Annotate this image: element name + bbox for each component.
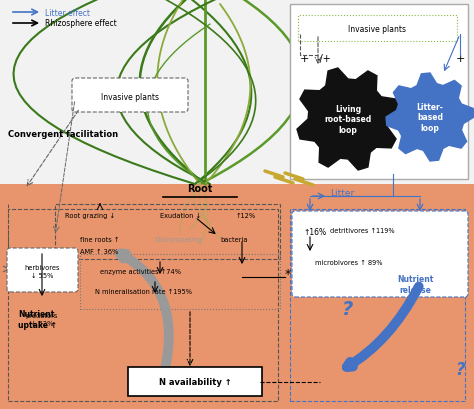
- FancyBboxPatch shape: [72, 79, 188, 113]
- Text: Living
root-based
loop: Living root-based loop: [324, 105, 372, 135]
- Text: Exudation ↓: Exudation ↓: [160, 213, 201, 218]
- Text: Rhizosphere effect: Rhizosphere effect: [45, 20, 117, 29]
- Bar: [8, 209, 278, 401]
- Bar: [80, 254, 280, 309]
- Text: N mineralisation rate ↑195%: N mineralisation rate ↑195%: [95, 288, 192, 294]
- Text: detritivores ↑119%: detritivores ↑119%: [330, 227, 395, 234]
- FancyBboxPatch shape: [7, 248, 78, 292]
- Text: Root grazing ↓: Root grazing ↓: [65, 212, 115, 218]
- Text: +: +: [456, 54, 465, 64]
- Text: Nutrient
uptake ↑: Nutrient uptake ↑: [18, 310, 57, 329]
- Bar: [0, 184, 474, 409]
- Text: Litter-
based
loop: Litter- based loop: [417, 103, 444, 133]
- Text: predators
↓ 52%: predators ↓ 52%: [26, 313, 58, 326]
- Text: Root: Root: [187, 184, 213, 193]
- Bar: [55, 204, 280, 259]
- Text: ?: ?: [455, 360, 465, 378]
- Bar: [0, 0, 474, 184]
- Text: fine roots ↑: fine roots ↑: [80, 236, 119, 243]
- Text: bacteria: bacteria: [220, 236, 247, 243]
- Text: Invasive plants: Invasive plants: [348, 25, 406, 34]
- FancyBboxPatch shape: [128, 367, 262, 396]
- Text: Outcompeting: Outcompeting: [155, 236, 202, 243]
- Text: N availability ↑: N availability ↑: [159, 378, 231, 387]
- Polygon shape: [386, 74, 474, 162]
- Text: microbivores ↑ 89%: microbivores ↑ 89%: [315, 259, 383, 265]
- Text: *: *: [285, 267, 291, 280]
- Text: ↑16%: ↑16%: [303, 227, 326, 236]
- Text: -/+: -/+: [317, 54, 332, 64]
- Text: ↑12%: ↑12%: [236, 213, 256, 218]
- FancyBboxPatch shape: [298, 16, 457, 42]
- Text: herbivores
↓ 55%: herbivores ↓ 55%: [24, 265, 60, 278]
- Bar: [290, 209, 465, 401]
- Text: Nutrient
release: Nutrient release: [397, 274, 433, 294]
- Text: AMF ↑ 36%: AMF ↑ 36%: [80, 248, 118, 254]
- Bar: [290, 5, 468, 180]
- Text: Convergent facilitation: Convergent facilitation: [8, 130, 118, 139]
- Text: Litter: Litter: [330, 189, 354, 198]
- Text: Invasive plants: Invasive plants: [101, 92, 159, 101]
- Text: enzyme activities ↑74%: enzyme activities ↑74%: [100, 268, 181, 274]
- Text: +: +: [300, 54, 310, 64]
- Polygon shape: [297, 69, 399, 171]
- Text: Litter effect: Litter effect: [45, 9, 90, 18]
- Text: ?: ?: [342, 299, 354, 318]
- FancyBboxPatch shape: [292, 211, 468, 297]
